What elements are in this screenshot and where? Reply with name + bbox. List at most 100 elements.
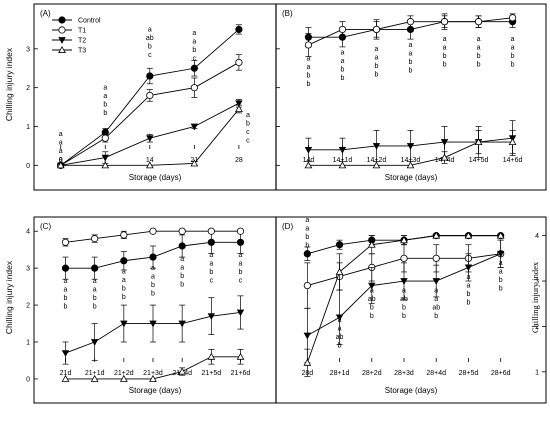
- data-point: [146, 91, 154, 100]
- letter-label: a: [59, 140, 63, 147]
- letter-label: b: [477, 62, 481, 69]
- letter-label: b: [499, 277, 503, 284]
- data-point: [235, 100, 243, 108]
- letter-label: a: [511, 36, 515, 43]
- x-tick-label: 14: [146, 157, 154, 164]
- letter-label: a: [59, 131, 63, 138]
- legend-label: Control: [78, 18, 101, 25]
- letter-label: b: [402, 313, 406, 320]
- data-point: [338, 25, 347, 34]
- letter-label: b: [103, 110, 107, 117]
- data-point: [367, 240, 376, 248]
- letter-label: ab: [146, 35, 154, 42]
- data-point: [101, 154, 109, 162]
- data-point: [440, 153, 449, 161]
- y-tick-label: 1: [26, 124, 30, 131]
- data-point: [508, 14, 517, 22]
- data-point: [304, 146, 313, 154]
- letter-label: ab: [368, 296, 376, 303]
- series-t1: [61, 227, 245, 247]
- x-tick-label: 14+6d: [503, 157, 523, 164]
- letter-label: c: [210, 278, 214, 285]
- data-point: [303, 358, 312, 366]
- letter-label: b: [375, 63, 379, 70]
- data-point: [236, 309, 245, 317]
- x-tick-label: 28+1d: [330, 370, 350, 377]
- x-tick-label: 28+4d: [426, 370, 446, 377]
- letter-label: b: [409, 59, 413, 66]
- letter-label: a: [306, 64, 310, 71]
- letter-label: a: [246, 112, 250, 119]
- letter-label: a: [93, 286, 97, 293]
- data-point: [372, 161, 381, 169]
- letter-label: a: [192, 30, 196, 37]
- x-tick-label: 28+5d: [459, 370, 479, 377]
- x-axis-title: Storage (days): [385, 173, 438, 182]
- letter-label: a: [239, 261, 243, 268]
- letter-label: a: [148, 26, 152, 33]
- letter-label: a: [375, 46, 379, 53]
- letter-label: a: [499, 260, 503, 267]
- data-point: [235, 58, 243, 67]
- x-tick-label: 21d: [60, 370, 72, 377]
- letter-label: a: [443, 45, 447, 52]
- x-tick-label: 21+6d: [231, 370, 251, 377]
- panel-2: (B)14d14+1d14+2d14+3d14+4d14+5d14+6dStor…: [276, 9, 523, 182]
- letter-label: b: [93, 295, 97, 302]
- data-point: [496, 231, 505, 239]
- letter-label: b: [151, 282, 155, 289]
- letter-label: b: [340, 75, 344, 82]
- data-point: [190, 84, 198, 92]
- data-point: [368, 282, 376, 290]
- data-point: [304, 41, 313, 49]
- y-tick-label: 3: [26, 266, 30, 273]
- letter-label: b: [370, 313, 374, 320]
- letter-label: b: [370, 304, 374, 311]
- letter-label: c: [148, 52, 152, 59]
- letter-label: b: [466, 299, 470, 306]
- y-tick-label: 2: [26, 303, 30, 310]
- x-tick-label: 14+5d: [469, 157, 489, 164]
- data-point: [120, 231, 128, 239]
- letter-label: a: [103, 93, 107, 100]
- letter-label: b: [122, 286, 126, 293]
- letter-label: a: [180, 256, 184, 263]
- letter-label: a: [370, 287, 374, 294]
- letter-label: b: [340, 67, 344, 74]
- data-point: [235, 25, 243, 34]
- letter-label: a: [466, 282, 470, 289]
- x-axis-title: Storage (days): [385, 386, 438, 395]
- data-point: [120, 320, 128, 328]
- letter-label: a: [338, 317, 342, 324]
- letter-label: a: [434, 287, 438, 294]
- letter-label: c: [246, 129, 250, 136]
- data-point: [178, 320, 186, 328]
- panel-label: (C): [40, 222, 51, 231]
- letter-label: a: [499, 269, 503, 276]
- bottom-row-frame: [33, 216, 547, 404]
- letter-label: b: [306, 81, 310, 88]
- y-tick-label: 4: [535, 233, 539, 240]
- letter-label: a: [477, 45, 481, 52]
- letter-label: a: [306, 55, 310, 62]
- data-point: [120, 257, 128, 265]
- letter-label: a: [64, 278, 68, 285]
- data-point: [61, 374, 70, 382]
- letter-label: b: [64, 303, 68, 310]
- legend-label: T3: [78, 48, 86, 55]
- data-point: [440, 139, 449, 146]
- letter-label: b: [64, 295, 68, 302]
- letter-label: a: [305, 217, 309, 224]
- letter-label: ab: [336, 334, 344, 341]
- data-point: [146, 135, 154, 142]
- data-point: [119, 374, 128, 382]
- letter-label: b: [338, 342, 342, 349]
- data-point: [432, 278, 440, 285]
- letter-label: b: [499, 286, 503, 293]
- legend-label: T1: [78, 28, 86, 35]
- top-row-frame: [33, 3, 547, 191]
- data-point: [145, 161, 154, 169]
- data-point: [190, 64, 198, 72]
